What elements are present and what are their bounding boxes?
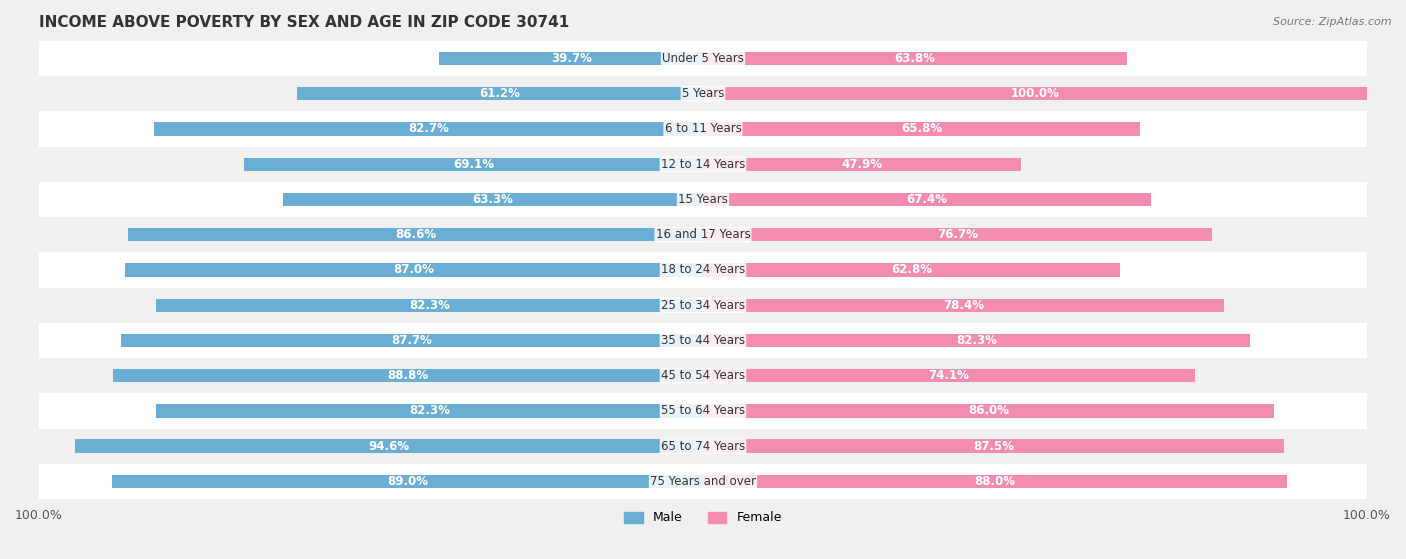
Bar [156, 404, 703, 418]
Bar [39, 252, 1367, 287]
Bar [703, 193, 1150, 206]
Text: 86.0%: 86.0% [969, 405, 1010, 418]
Text: 100.0%: 100.0% [1011, 87, 1060, 100]
Text: 16 and 17 Years: 16 and 17 Years [655, 228, 751, 241]
Bar [153, 122, 703, 136]
Bar [703, 228, 1212, 241]
Text: 35 to 44 Years: 35 to 44 Years [661, 334, 745, 347]
Text: INCOME ABOVE POVERTY BY SEX AND AGE IN ZIP CODE 30741: INCOME ABOVE POVERTY BY SEX AND AGE IN Z… [39, 15, 569, 30]
Bar [125, 263, 703, 277]
Bar [703, 404, 1274, 418]
Bar [703, 369, 1195, 382]
Text: 88.0%: 88.0% [974, 475, 1015, 488]
Text: 25 to 34 Years: 25 to 34 Years [661, 299, 745, 312]
Bar [156, 299, 703, 312]
Text: 87.7%: 87.7% [391, 334, 432, 347]
Text: 82.3%: 82.3% [409, 405, 450, 418]
Bar [703, 334, 1250, 347]
Text: 76.7%: 76.7% [938, 228, 979, 241]
Text: 5 Years: 5 Years [682, 87, 724, 100]
Text: 86.6%: 86.6% [395, 228, 436, 241]
Bar [39, 464, 1367, 499]
Text: 55 to 64 Years: 55 to 64 Years [661, 405, 745, 418]
Bar [39, 182, 1367, 217]
Bar [703, 52, 1126, 65]
Bar [283, 193, 703, 206]
Text: 74.1%: 74.1% [928, 369, 970, 382]
Bar [39, 111, 1367, 146]
Text: 69.1%: 69.1% [453, 158, 494, 170]
Text: 88.8%: 88.8% [388, 369, 429, 382]
Bar [39, 394, 1367, 429]
Bar [128, 228, 703, 241]
Bar [121, 334, 703, 347]
Bar [703, 158, 1021, 171]
Text: 47.9%: 47.9% [842, 158, 883, 170]
Bar [703, 299, 1223, 312]
Text: 18 to 24 Years: 18 to 24 Years [661, 263, 745, 277]
Text: 39.7%: 39.7% [551, 52, 592, 65]
Text: 63.3%: 63.3% [472, 193, 513, 206]
Bar [703, 475, 1288, 488]
Bar [39, 41, 1367, 76]
Text: 61.2%: 61.2% [479, 87, 520, 100]
Text: 12 to 14 Years: 12 to 14 Years [661, 158, 745, 170]
Text: Under 5 Years: Under 5 Years [662, 52, 744, 65]
Text: 63.8%: 63.8% [894, 52, 935, 65]
Bar [297, 87, 703, 101]
Bar [39, 287, 1367, 323]
Bar [39, 358, 1367, 394]
Text: 82.7%: 82.7% [408, 122, 449, 135]
Bar [39, 146, 1367, 182]
Bar [75, 439, 703, 453]
Text: 82.3%: 82.3% [409, 299, 450, 312]
Text: 6 to 11 Years: 6 to 11 Years [665, 122, 741, 135]
Text: 62.8%: 62.8% [891, 263, 932, 277]
Text: 94.6%: 94.6% [368, 440, 409, 453]
Bar [39, 76, 1367, 111]
Text: 65 to 74 Years: 65 to 74 Years [661, 440, 745, 453]
Text: 67.4%: 67.4% [907, 193, 948, 206]
Text: 87.0%: 87.0% [394, 263, 434, 277]
Bar [245, 158, 703, 171]
Bar [114, 369, 703, 382]
Text: 89.0%: 89.0% [387, 475, 427, 488]
Bar [439, 52, 703, 65]
Text: 78.4%: 78.4% [943, 299, 984, 312]
Bar [39, 429, 1367, 464]
Bar [703, 87, 1367, 101]
Text: Source: ZipAtlas.com: Source: ZipAtlas.com [1274, 17, 1392, 27]
Text: 82.3%: 82.3% [956, 334, 997, 347]
Text: 75 Years and over: 75 Years and over [650, 475, 756, 488]
Bar [39, 323, 1367, 358]
Text: 45 to 54 Years: 45 to 54 Years [661, 369, 745, 382]
Legend: Male, Female: Male, Female [619, 506, 787, 529]
Bar [112, 475, 703, 488]
Text: 87.5%: 87.5% [973, 440, 1014, 453]
Text: 15 Years: 15 Years [678, 193, 728, 206]
Bar [39, 217, 1367, 252]
Bar [703, 439, 1284, 453]
Bar [703, 263, 1121, 277]
Text: 65.8%: 65.8% [901, 122, 942, 135]
Bar [703, 122, 1140, 136]
